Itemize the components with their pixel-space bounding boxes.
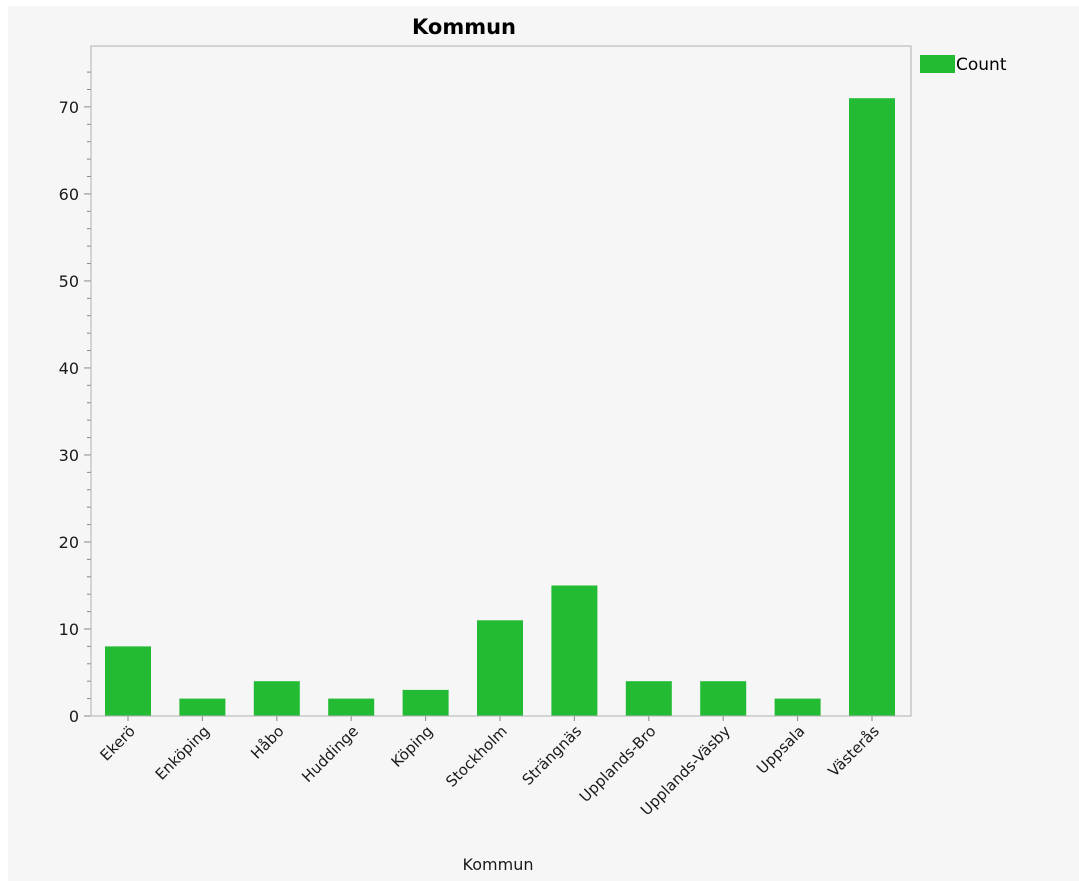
bar-strängnäs[interactable]	[551, 585, 598, 716]
x-tick-label: Huddinge	[298, 722, 362, 786]
y-tick-label: 60	[59, 185, 79, 204]
y-tick-label: 70	[59, 98, 79, 117]
y-tick-label: 0	[69, 707, 79, 726]
chart-panel: Kommun 0 10 20 30 40 50 60 70 Ekerö Enköping Håbo…	[8, 6, 1079, 881]
bar-huddinge[interactable]	[328, 698, 375, 716]
bar-köping[interactable]	[402, 689, 449, 716]
bar-uppsala[interactable]	[774, 698, 821, 716]
bar-upplands-väsby[interactable]	[700, 681, 747, 716]
x-tick-label: Västerås	[825, 722, 883, 780]
y-tick-label: 30	[59, 446, 79, 465]
y-tick-label: 50	[59, 272, 79, 291]
x-tick-label: Stockholm	[442, 722, 511, 791]
chart-title: Kommun	[412, 15, 516, 39]
bar-håbo[interactable]	[253, 681, 300, 716]
legend-swatch	[920, 55, 955, 73]
y-tick-label: 20	[59, 533, 79, 552]
x-axis: Ekerö Enköping Håbo Huddinge Köping Stockholm…	[96, 716, 883, 819]
bar-ekerö[interactable]	[105, 646, 151, 716]
x-axis-label: Kommun	[463, 855, 534, 874]
bar-chart: Kommun 0 10 20 30 40 50 60 70 Ekerö Enköping Håbo…	[59, 15, 1007, 874]
y-tick-label: 10	[59, 620, 79, 639]
bar-enköping[interactable]	[179, 698, 226, 716]
x-tick-label: Håbo	[247, 722, 287, 762]
bars	[105, 98, 895, 717]
bar-stockholm[interactable]	[477, 620, 523, 716]
y-axis: 0 10 20 30 40 50 60 70	[59, 71, 91, 726]
x-tick-label: Köping	[388, 722, 437, 771]
legend[interactable]: Count	[920, 55, 1007, 75]
x-tick-label: Uppsala	[753, 722, 808, 777]
x-tick-label: Ekerö	[96, 722, 138, 764]
plot-frame	[90, 45, 912, 717]
bar-västerås[interactable]	[849, 98, 895, 717]
bar-upplands-bro[interactable]	[625, 681, 672, 716]
x-tick-label: Strängnäs	[519, 722, 586, 789]
y-tick-label: 40	[59, 359, 79, 378]
x-tick-label: Enköping	[152, 722, 214, 784]
legend-label: Count	[956, 55, 1007, 75]
x-tick-label: Upplands-Bro	[576, 722, 660, 806]
